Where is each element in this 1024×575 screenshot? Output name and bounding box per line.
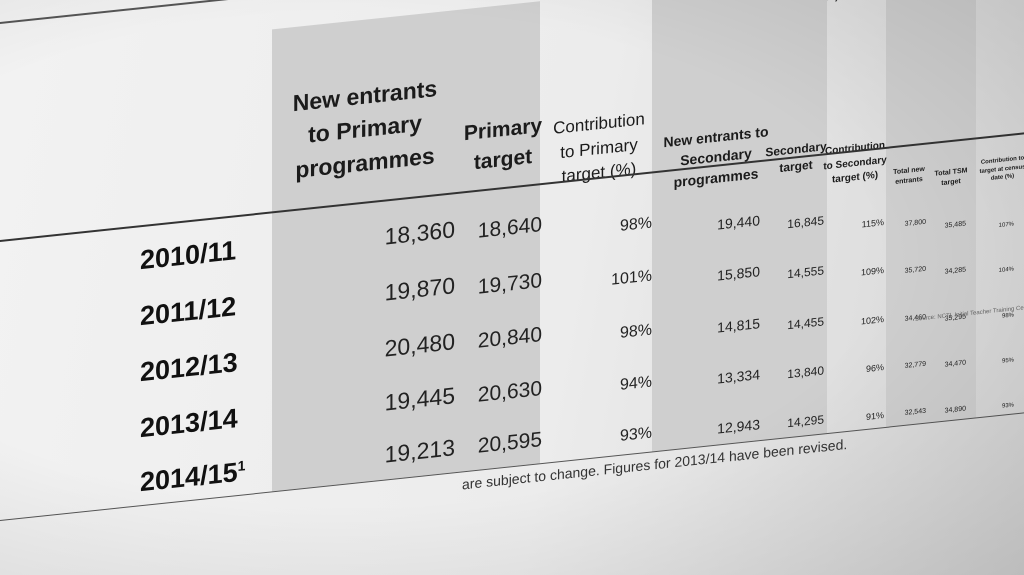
- cell-primary-pct: 94%: [619, 373, 652, 394]
- cell-secondary-pct: 102%: [860, 314, 884, 327]
- row-year: 2013/14: [140, 403, 238, 444]
- header-primary-entrants: New entrants to Primary programmes: [292, 75, 438, 183]
- row-year: 2012/13: [140, 347, 238, 388]
- cell-secondary-pct: 91%: [865, 410, 884, 422]
- header-total-contribution: Contribution to target at census date (%…: [979, 155, 1024, 183]
- cell-secondary-pct: 115%: [861, 217, 884, 230]
- cell-total-pct: 93%: [1001, 402, 1014, 410]
- row-year: 2011/12: [140, 291, 237, 332]
- header-secondary-entrants: New entrants to Secondary programmes: [663, 123, 769, 190]
- header-primary-target: Primary target: [463, 114, 543, 175]
- cell-primary-pct: 98%: [619, 214, 652, 235]
- cell-secondary-pct: 109%: [860, 265, 884, 278]
- header-secondary-contribution: Contribution to Secondary target (%): [823, 139, 887, 186]
- cell-primary-pct: 98%: [619, 321, 652, 342]
- cell-secondary-pct: 96%: [865, 362, 884, 374]
- cell-total-pct: 104%: [998, 266, 1014, 275]
- cell-primary-pct: 93%: [619, 424, 652, 445]
- cell-total-pct: 95%: [1001, 357, 1014, 365]
- row-year: 2010/11: [140, 235, 237, 276]
- cell-primary-pct: 101%: [611, 267, 652, 289]
- cell-total-pct: 107%: [998, 221, 1014, 230]
